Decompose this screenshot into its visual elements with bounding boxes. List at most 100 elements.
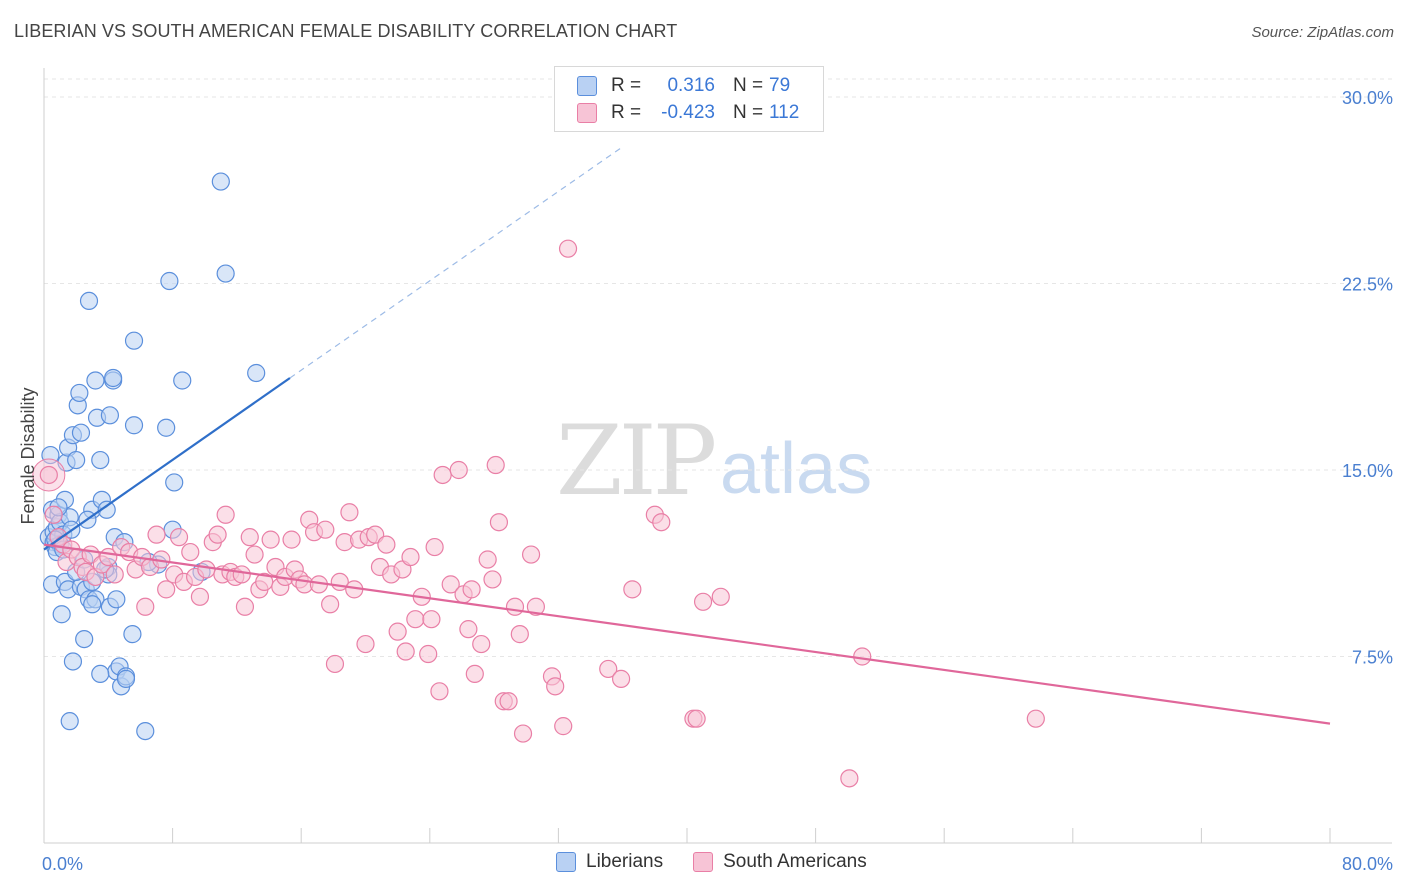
south-americans-point [197,560,216,579]
legend-row-liberians: R = 0.316 N = 79 [577,73,790,99]
south-americans-point [499,692,518,711]
south-americans-point [181,542,200,562]
south-americans-point [449,460,468,480]
x-tick-label-max: 80.0% [1342,854,1393,874]
liberians-point [165,473,184,492]
south-americans-point [465,664,484,684]
south-americans-point [558,239,578,258]
south-americans-point [546,677,565,696]
liberians-point [247,363,266,383]
south-americans-point [472,634,491,654]
south-americans-point [599,659,618,679]
source-label: Source: ZipAtlas.com [1251,24,1394,41]
series-legend: Liberians South Americans [556,851,897,873]
liberians-point [157,418,176,437]
n-value: 112 [769,102,800,123]
south-americans-point [401,547,420,567]
liberians-legend-label: Liberians [586,851,664,872]
liberians-point [124,416,144,435]
south-americans-legend-swatch [693,852,714,872]
liberians-point [100,406,120,425]
south-americans-point [693,592,713,611]
watermark-zip: ZIP [556,405,717,517]
liberians-point [160,271,179,291]
south-americans-point [526,597,545,616]
liberians-point [123,625,142,644]
south-americans-point [406,610,425,629]
south-americans-point [208,525,227,544]
south-americans-point [321,595,340,614]
legend-item-liberians[interactable]: Liberians [556,851,663,873]
liberians-point [211,172,230,191]
south-americans-point [478,550,497,569]
south-americans-point [459,620,478,639]
liberians-point [86,371,105,390]
south-americans-point [711,587,730,606]
south-americans-point [190,587,210,606]
south-americans-point [39,465,58,485]
liberians-point [97,500,116,519]
n-label: N = [733,75,764,96]
south-americans-point [611,669,631,688]
liberians-point [91,664,110,684]
south-americans-point [240,528,259,547]
south-americans-point [623,580,642,599]
south-americans-point [430,682,449,701]
r-label: R = [611,102,642,123]
south-americans-swatch [577,103,597,123]
legend-row-south-americans: R = -0.423 N = 112 [577,100,799,126]
liberians-point [104,368,123,388]
south-americans-point [462,580,481,599]
south-americans-point [136,597,155,616]
r-label: R = [611,75,642,96]
liberians-point [136,721,155,741]
south-americans-point [489,513,509,532]
axes [43,68,1392,844]
south-americans-point [356,634,375,654]
south-americans-point [216,505,235,524]
y-axis-label: Female Disability [18,387,38,524]
south-americans-point [316,520,335,539]
r-value: -0.423 [661,102,715,123]
south-americans-points [32,239,1045,788]
south-americans-point [169,528,189,547]
south-americans-point [419,644,438,664]
south-americans-point [505,597,525,616]
south-americans-point [340,503,359,522]
liberians-swatch [577,76,597,96]
south-americans-point [486,455,505,475]
y-tick-label: 7.5% [1352,648,1393,668]
south-americans-point [441,575,460,594]
south-americans-point [840,769,859,788]
south-americans-point [1026,709,1045,728]
south-americans-point [510,625,529,644]
liberians-point [216,264,235,283]
south-americans-point [261,530,280,549]
liberians-point [91,450,110,470]
south-americans-point [44,505,63,524]
liberians-point [70,383,89,403]
south-americans-point [235,597,255,616]
south-americans-point [853,647,872,666]
liberians-point [116,669,136,688]
x-tick-label-min: 0.0% [42,854,83,874]
r-value: 0.316 [667,75,715,96]
south-americans-point [325,654,345,674]
liberians-trend-extension [289,146,624,379]
south-americans-legend-label: South Americans [723,851,867,872]
liberians-trend-line [43,377,291,551]
watermark-atlas: atlas [720,429,873,509]
trend-lines [43,146,1331,725]
south-americans-point [147,525,166,544]
liberians-points [39,172,266,741]
y-tick-label: 30.0% [1342,88,1393,108]
south-americans-point [245,545,264,564]
legend-item-south-americans[interactable]: South Americans [693,851,867,873]
south-americans-point [388,622,407,641]
south-americans-point [425,537,444,557]
liberians-point [124,331,144,350]
south-americans-trend-line [43,543,1331,725]
liberians-point [71,423,91,442]
south-americans-point [105,565,124,584]
